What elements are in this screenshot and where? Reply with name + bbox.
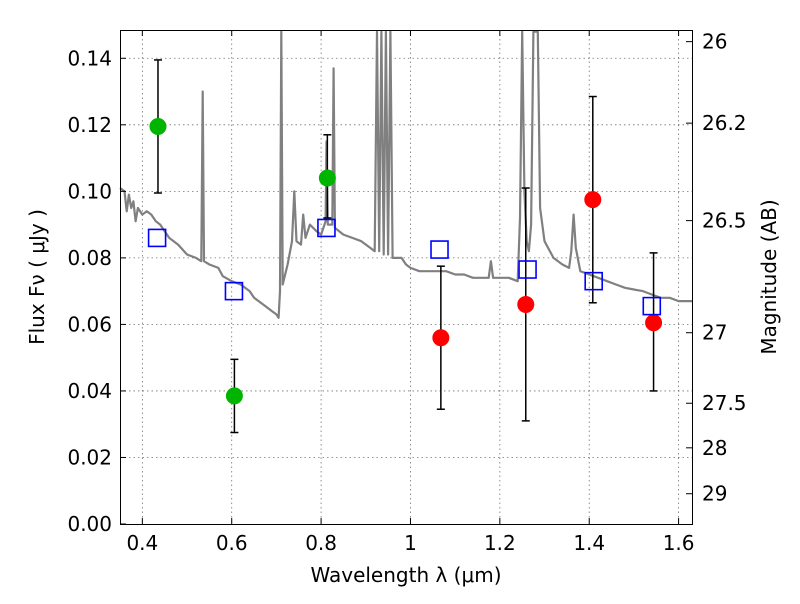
data-point — [517, 295, 535, 313]
data-point — [225, 387, 243, 405]
model-square — [584, 271, 603, 291]
y2-tick-label: 26.2 — [702, 111, 747, 135]
x-tick-label: 1.2 — [484, 531, 516, 555]
x-tick-label: 1.4 — [573, 531, 605, 555]
data-point — [149, 117, 167, 135]
y-tick-label: 0.02 — [67, 445, 112, 469]
y-tick-label: 0.12 — [67, 113, 112, 137]
plot-frame — [120, 30, 693, 525]
y2-tick-label: 26 — [702, 30, 727, 54]
y-tick-label: 0.14 — [67, 46, 112, 70]
data-point — [432, 329, 450, 347]
x-tick-label: 1.6 — [663, 531, 695, 555]
model-square — [224, 281, 244, 301]
y2-tick-label: 27 — [702, 321, 727, 345]
y-tick-label: 0.08 — [67, 246, 112, 270]
y-axis-label: Flux Fν ( μJy ) — [25, 209, 49, 345]
data-point — [584, 191, 602, 209]
marker-layer — [147, 59, 663, 434]
model-square — [430, 240, 449, 259]
x-tick-label: 0.8 — [305, 531, 337, 555]
x-axis-label: Wavelength λ (μm) — [310, 563, 501, 587]
x-tick-label: 1 — [404, 531, 417, 555]
x-tick-label: 0.6 — [216, 531, 248, 555]
y2-tick-label: 28 — [702, 436, 727, 460]
x-tick-label: 0.4 — [126, 531, 158, 555]
y-tick-label: 0.04 — [67, 379, 112, 403]
grid — [120, 30, 692, 524]
model-square — [147, 228, 167, 248]
ticks: 0.4 0.6 0.8 1 1.2 1.4 1.6 0.00 0.02 0.04 0.06 0.08 0… — [67, 30, 746, 555]
y2-tick-label: 27.5 — [702, 391, 747, 415]
y2-tick-label: 26.5 — [702, 209, 747, 233]
y-tick-label: 0.10 — [67, 179, 112, 203]
data-point — [318, 169, 336, 187]
spectrum-layer — [119, 30, 692, 319]
y2-tick-label: 29 — [702, 482, 727, 506]
model-square — [317, 218, 336, 238]
model-square — [518, 260, 537, 279]
y-tick-label: 0.06 — [67, 312, 112, 336]
y-tick-label: 0.00 — [67, 512, 112, 536]
model-square — [642, 296, 662, 316]
y2-axis-label: Magnitude (AB) — [757, 199, 781, 354]
data-point — [645, 314, 663, 332]
spectrum-line — [119, 30, 692, 319]
